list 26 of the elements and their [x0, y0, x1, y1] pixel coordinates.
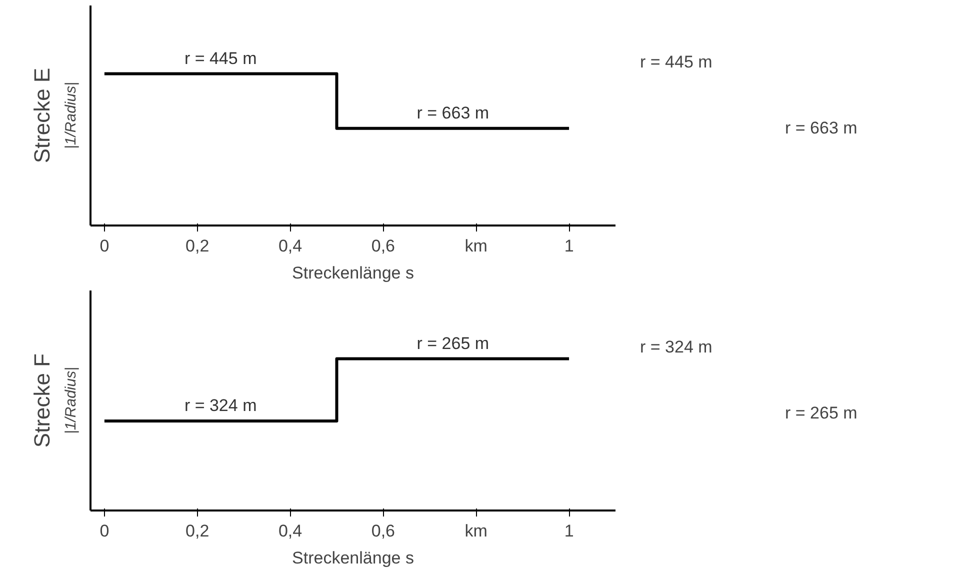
text: r = 445 m [184, 48, 257, 68]
y-axis-title: |1/Radius| [62, 82, 80, 149]
annotation: r = 324 m [184, 396, 257, 415]
text: r = 663 m [785, 118, 858, 138]
x-tick-label: 0 [100, 522, 110, 540]
x-tick-label: 1 [564, 236, 574, 256]
text: Strecke E [30, 68, 54, 164]
x-tick-label: 0,6 [371, 522, 396, 540]
text: r = 265 m [416, 334, 490, 353]
x-tick-label: km [464, 236, 488, 256]
x-tick-label: 0,6 [371, 236, 396, 256]
x-axis-title: Streckenlänge s [292, 548, 414, 568]
y-axis-title: |1/Radius| [62, 366, 80, 434]
text: r = 265 m [785, 404, 858, 422]
x-tick-label: 0,4 [278, 522, 302, 540]
x-tick-label: km [464, 522, 488, 540]
text: r = 324 m [640, 338, 712, 356]
x-tick-label: 1 [564, 522, 574, 540]
x-axis-title: Streckenlänge s [292, 264, 414, 282]
x-tick-label: 0 [100, 236, 110, 256]
x-tick-label: 0,2 [186, 236, 210, 256]
text: Strecke F [30, 353, 54, 448]
x-tick-label: 0,2 [186, 522, 210, 540]
x-tick-label: 0,4 [278, 236, 302, 256]
text: r = 445 m [640, 52, 712, 72]
annotation: r = 663 m [416, 103, 490, 122]
